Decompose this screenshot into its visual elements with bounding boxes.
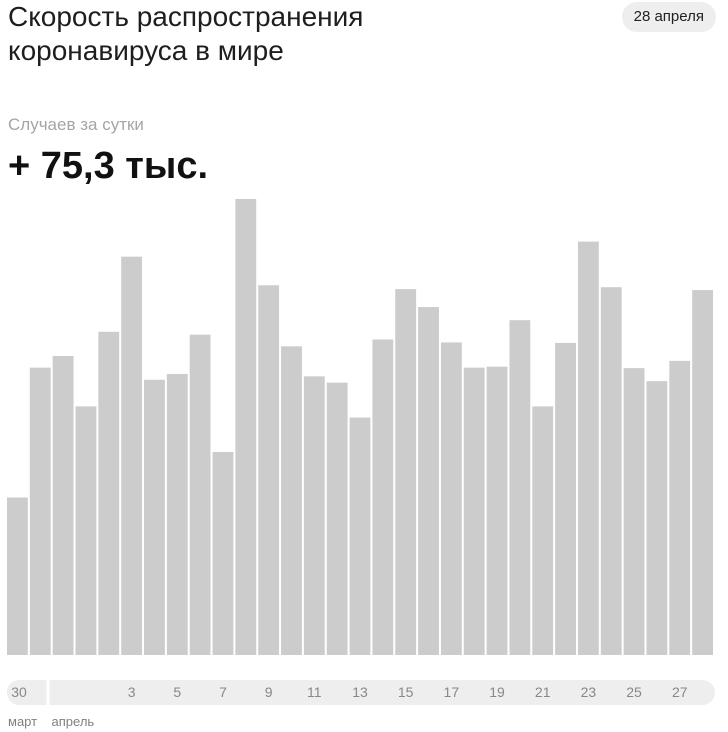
x-tick-label: 23 bbox=[581, 684, 597, 700]
bar[interactable] bbox=[440, 342, 462, 655]
x-tick-label: 19 bbox=[489, 684, 505, 700]
bar[interactable] bbox=[418, 307, 439, 655]
x-tick-label: 3 bbox=[128, 684, 136, 700]
x-tick-label: 13 bbox=[352, 684, 368, 700]
bar[interactable] bbox=[577, 241, 599, 655]
x-tick-label: 9 bbox=[265, 684, 273, 700]
x-month-label: апрель bbox=[52, 714, 95, 729]
bar[interactable] bbox=[692, 290, 713, 655]
x-axis-march-segment bbox=[7, 680, 50, 705]
bar[interactable] bbox=[326, 382, 348, 655]
bar[interactable] bbox=[395, 289, 417, 655]
bar[interactable] bbox=[646, 381, 668, 655]
bar[interactable] bbox=[144, 379, 165, 655]
x-tick-label: 5 bbox=[173, 684, 181, 700]
x-axis-track bbox=[7, 680, 715, 705]
bar[interactable] bbox=[303, 376, 325, 655]
x-tick-label: 27 bbox=[672, 684, 688, 700]
daily-cases-value: + 75,3 тыс. bbox=[8, 145, 209, 187]
x-tick-label: 15 bbox=[398, 684, 414, 700]
bar[interactable] bbox=[349, 417, 371, 655]
bar[interactable] bbox=[509, 320, 531, 655]
bar[interactable] bbox=[281, 346, 302, 655]
bar[interactable] bbox=[212, 451, 234, 655]
bar[interactable] bbox=[532, 406, 554, 655]
bar[interactable] bbox=[29, 367, 51, 655]
bar[interactable] bbox=[75, 406, 97, 655]
bar[interactable] bbox=[52, 356, 74, 655]
title-line-2: коронавируса в мире bbox=[8, 35, 284, 66]
bar[interactable] bbox=[555, 342, 576, 655]
bar[interactable] bbox=[235, 199, 257, 655]
title-line-1: Скорость распространения bbox=[8, 1, 364, 32]
bar[interactable] bbox=[486, 366, 508, 655]
bar[interactable] bbox=[669, 360, 691, 655]
x-axis-month-divider bbox=[46, 680, 50, 705]
bar[interactable] bbox=[98, 331, 120, 655]
x-tick-label: 17 bbox=[444, 684, 460, 700]
bar[interactable] bbox=[189, 334, 211, 655]
x-tick-label: 21 bbox=[535, 684, 551, 700]
date-badge: 28 апреля bbox=[621, 2, 716, 32]
bar[interactable] bbox=[372, 339, 394, 655]
x-tick-label: 11 bbox=[307, 684, 322, 700]
bar[interactable] bbox=[166, 373, 188, 655]
daily-cases-label: Случаев за сутки bbox=[8, 115, 144, 134]
bar[interactable] bbox=[7, 497, 28, 655]
bar[interactable] bbox=[258, 285, 280, 655]
bar[interactable] bbox=[121, 256, 143, 655]
bar[interactable] bbox=[463, 367, 485, 655]
bar[interactable] bbox=[623, 368, 645, 655]
x-tick-label: 7 bbox=[219, 684, 227, 700]
x-tick-label: 30 bbox=[11, 684, 27, 700]
page-title: Скорость распространения коронавируса в … bbox=[8, 0, 568, 68]
x-tick-label: 25 bbox=[626, 684, 642, 700]
x-month-label: март bbox=[8, 714, 37, 729]
bar[interactable] bbox=[600, 287, 622, 655]
